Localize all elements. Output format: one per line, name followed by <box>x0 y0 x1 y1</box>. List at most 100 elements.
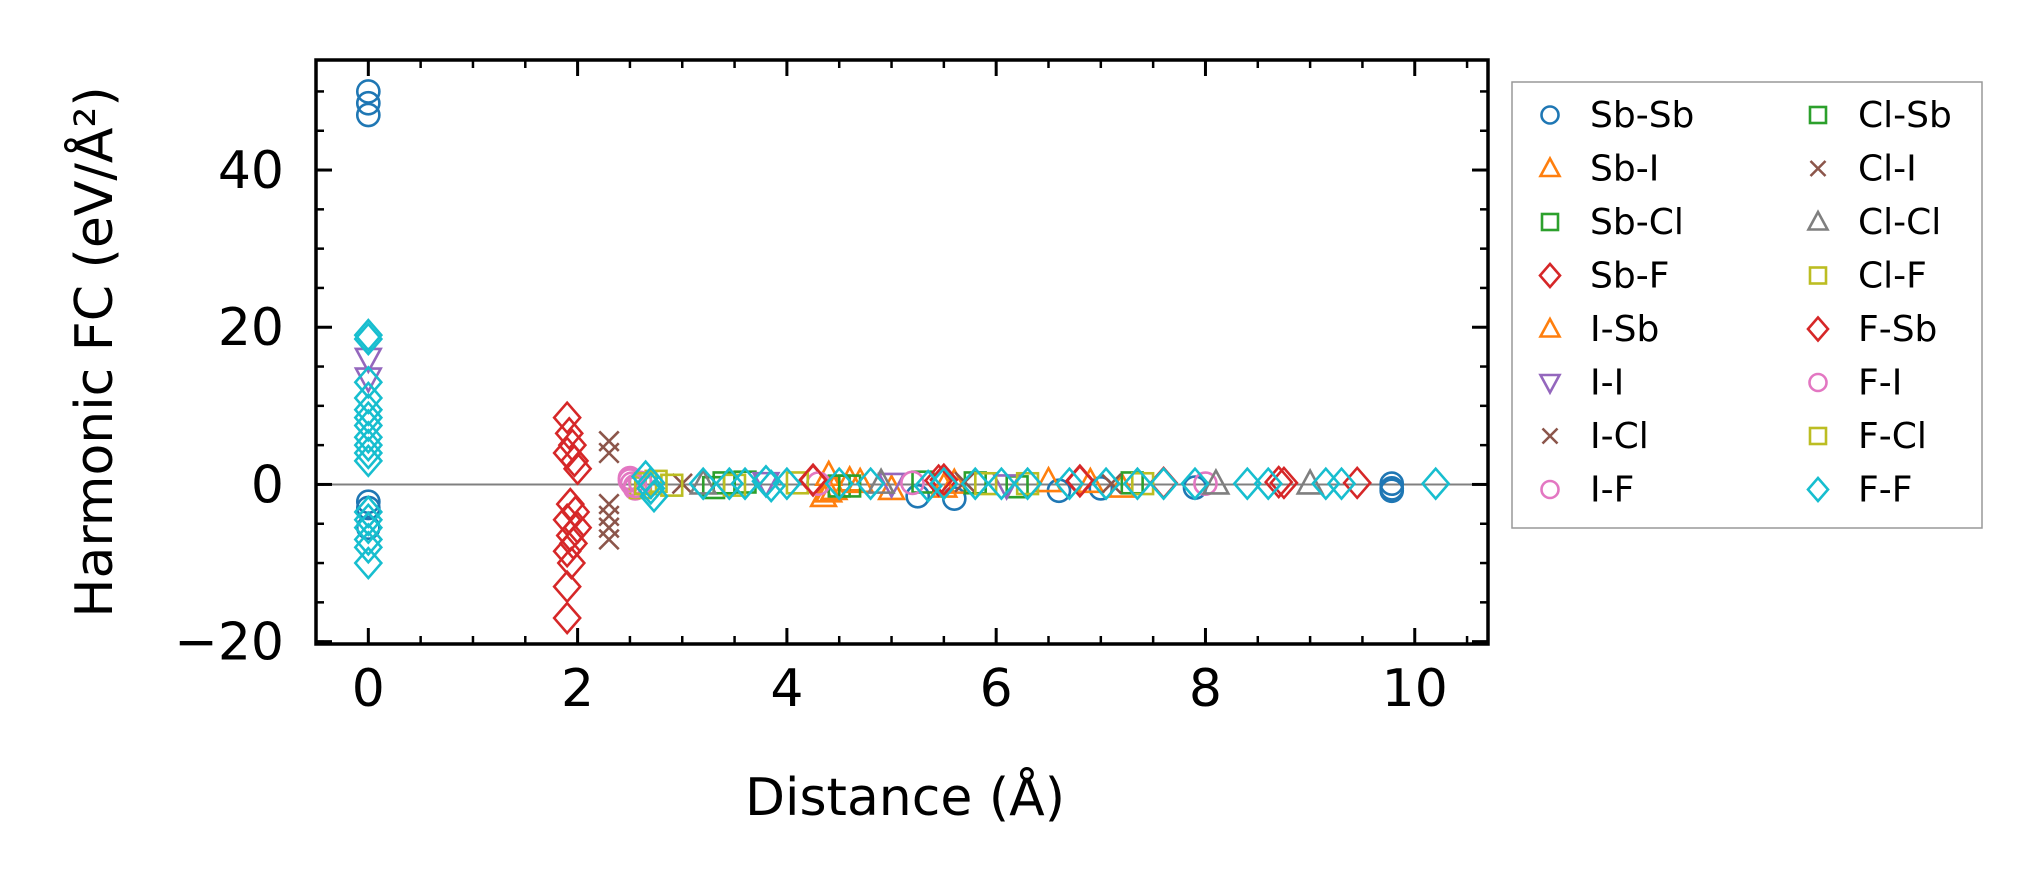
legend-label: Cl-Sb <box>1858 95 1952 136</box>
legend-label: F-Sb <box>1858 309 1937 350</box>
legend-item: I-F <box>1540 470 1634 511</box>
data-point <box>798 462 828 497</box>
data-point <box>353 381 384 415</box>
legend-label: Sb-Sb <box>1590 95 1694 136</box>
legend-label: Cl-F <box>1858 256 1927 297</box>
legend-label: I-I <box>1590 363 1624 404</box>
data-point <box>1054 466 1085 501</box>
data-point <box>1012 466 1043 501</box>
legend-box <box>1511 81 1983 529</box>
data-point <box>355 515 381 541</box>
data-point <box>986 466 1017 501</box>
data-point <box>1253 466 1283 501</box>
data-point <box>598 493 620 515</box>
data-point <box>353 502 384 537</box>
data-point <box>1148 466 1179 501</box>
legend-item: I-Cl <box>1541 416 1649 457</box>
data-point <box>824 466 854 501</box>
data-points <box>353 79 1451 635</box>
legend-marker <box>1538 373 1562 396</box>
legend-item: Cl-Cl <box>1806 202 1941 243</box>
data-point <box>1263 465 1294 500</box>
legend-marker <box>1540 212 1560 232</box>
legend-marker <box>1806 315 1830 343</box>
legend-item: F-Sb <box>1806 309 1937 350</box>
x-tick-label: 10 <box>1382 659 1448 719</box>
legend-marker <box>1808 266 1828 285</box>
legend-item: Sb-Cl <box>1540 202 1684 243</box>
data-point <box>598 505 620 527</box>
series-f-f <box>353 318 1451 580</box>
legend: Sb-Sb Sb-I Sb-Cl Sb-F I-Sb I-I I-Cl I-F Cl-Sb Cl-… <box>1511 81 1983 529</box>
data-point <box>355 102 381 128</box>
legend-marker <box>1540 105 1560 125</box>
data-point <box>855 466 886 501</box>
data-point <box>923 463 954 498</box>
legend-label: Sb-Cl <box>1590 202 1684 243</box>
data-point <box>353 408 384 443</box>
data-point <box>552 601 582 635</box>
data-point <box>1015 471 1040 496</box>
legend-marker <box>1806 209 1830 231</box>
plot-area: 0 2 4 6 8 10 −20 0 20 40 <box>174 58 1490 719</box>
x-tick-label: 2 <box>561 659 594 719</box>
data-point <box>562 451 593 486</box>
data-point <box>929 462 959 497</box>
legend-label: F-F <box>1858 470 1912 511</box>
data-point <box>353 365 384 400</box>
y-tick-label: 0 <box>251 455 284 515</box>
data-point <box>1088 476 1114 501</box>
legend-marker <box>1538 155 1562 178</box>
data-point <box>1326 466 1357 501</box>
legend-marker <box>1808 372 1828 393</box>
legend-item: F-F <box>1806 470 1912 511</box>
data-point <box>353 522 384 557</box>
data-point <box>353 530 384 565</box>
y-tick-label: 40 <box>218 141 284 201</box>
data-point <box>598 517 620 539</box>
data-point <box>1193 471 1218 497</box>
data-point <box>974 471 998 496</box>
data-point <box>598 442 620 464</box>
data-point <box>552 400 582 435</box>
data-point <box>1420 466 1451 501</box>
x-tick-label: 4 <box>770 659 803 719</box>
data-point <box>688 466 718 501</box>
data-point <box>353 436 384 470</box>
data-point <box>785 471 810 495</box>
data-point <box>353 322 384 356</box>
data-point <box>1148 465 1179 500</box>
legend-label: Cl-Cl <box>1858 202 1941 243</box>
legend-label: F-Cl <box>1858 416 1927 457</box>
x-tick-label: 0 <box>352 659 385 719</box>
data-point <box>900 470 925 496</box>
data-point <box>559 443 590 478</box>
data-point <box>905 483 931 509</box>
legend-marker <box>1541 427 1559 445</box>
data-point <box>1295 467 1325 495</box>
data-point <box>1107 471 1137 498</box>
data-point <box>1091 466 1121 501</box>
data-point <box>552 534 582 569</box>
legend-marker <box>1538 262 1562 289</box>
data-point <box>639 479 669 514</box>
legend-item: I-I <box>1538 363 1624 404</box>
legend-label: Sb-I <box>1590 149 1659 190</box>
data-point <box>1379 478 1405 504</box>
data-point <box>353 428 384 463</box>
legend-label: I-F <box>1590 470 1634 511</box>
legend-label: Cl-I <box>1858 149 1917 190</box>
data-point <box>636 471 666 506</box>
y-tick-label: 20 <box>218 298 284 358</box>
legend-item: F-Cl <box>1808 416 1927 457</box>
legend-marker <box>1808 105 1828 125</box>
y-axis-label: Harmonic FC (eV/Å²) <box>63 86 125 617</box>
data-point <box>1033 465 1064 493</box>
y-tick-label: −20 <box>174 613 284 673</box>
data-point <box>756 469 786 503</box>
data-point <box>1342 465 1372 500</box>
plot-frame <box>314 58 1490 646</box>
data-point <box>355 90 381 116</box>
legend-label: F-I <box>1858 363 1902 404</box>
